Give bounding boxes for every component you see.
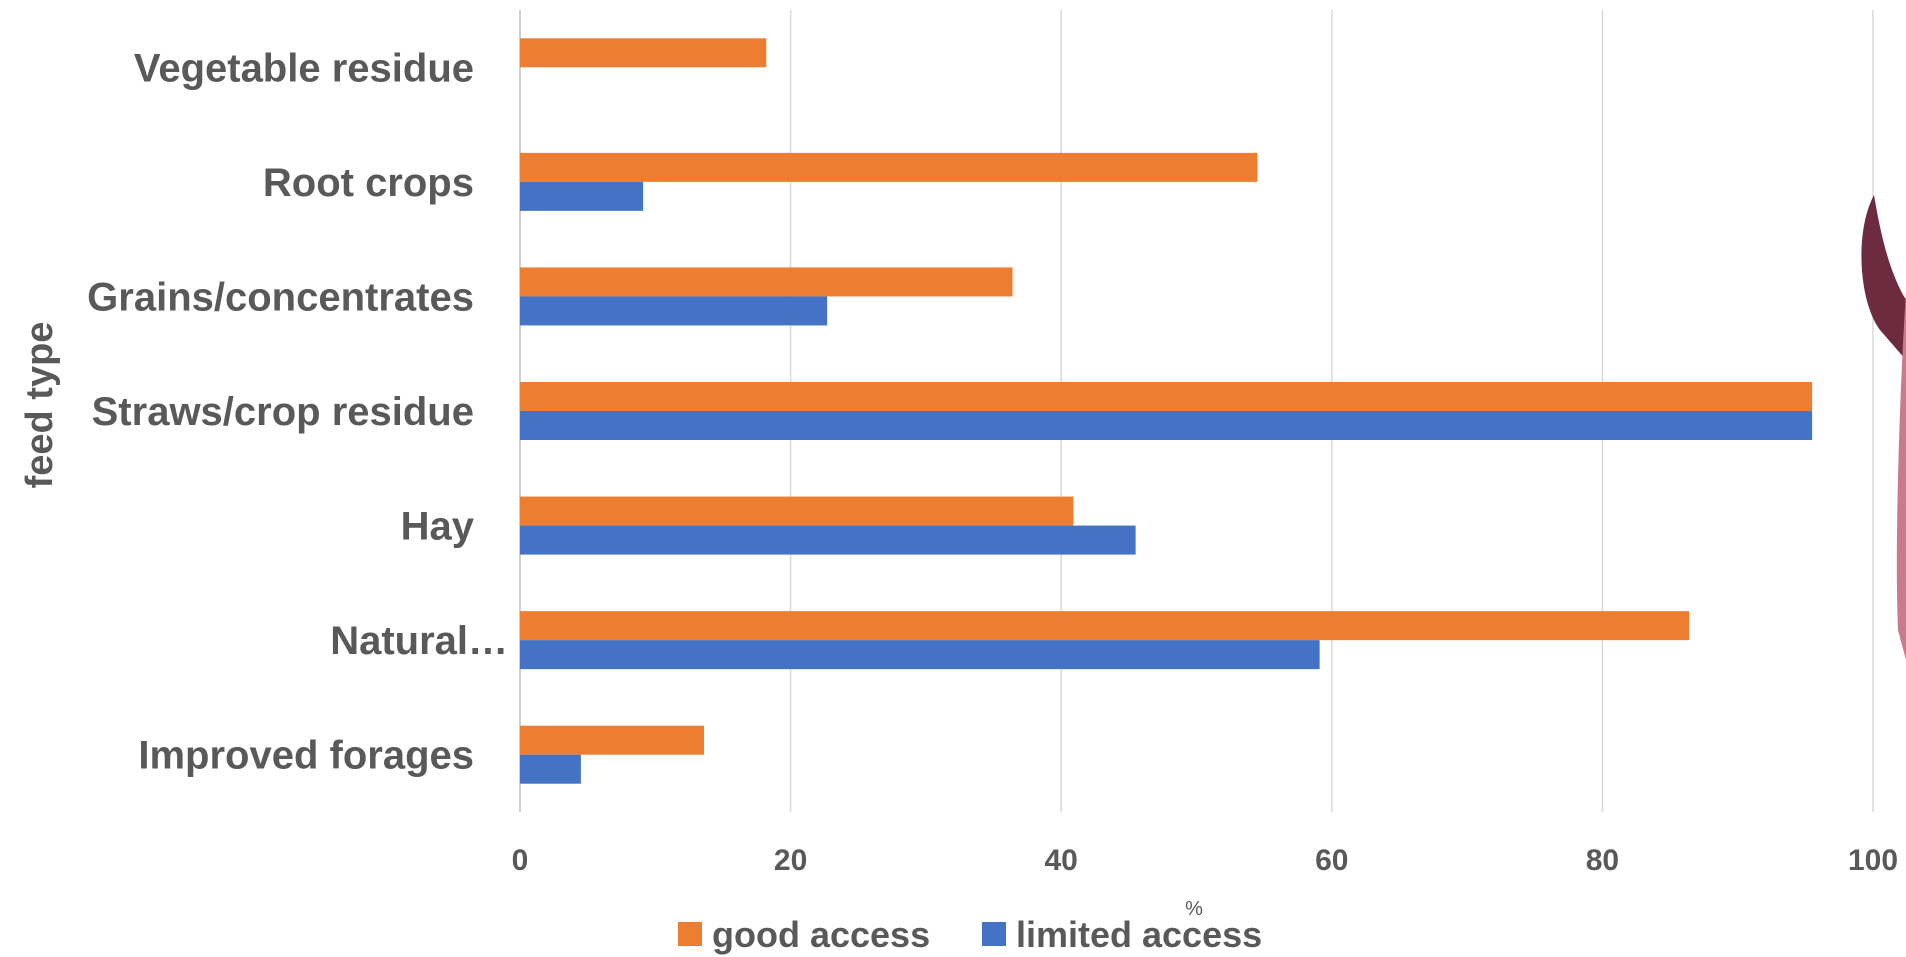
decorative-leaf-shape	[1861, 195, 1906, 660]
category-label-root-crops: Root crops	[263, 161, 474, 205]
bar-good-access-hay	[520, 496, 1074, 526]
legend-swatch-limited-access	[982, 922, 1006, 946]
bar-good-access-grains-concentrates	[520, 267, 1013, 297]
legend-label-good-access: good access	[712, 914, 930, 955]
category-label-grains-concentrates: Grains/concentrates	[87, 275, 474, 319]
category-label-straws-crop-residue: Straws/crop residue	[92, 390, 474, 434]
x-tick-label-60: 60	[1315, 844, 1348, 877]
bar-good-access-improved-forages	[520, 725, 705, 755]
x-tick-label-0: 0	[512, 844, 529, 877]
bar-limited-access-grains-concentrates	[520, 296, 828, 326]
bar-limited-access-natural	[520, 640, 1320, 670]
bar-good-access-vegetable-residue	[520, 38, 767, 68]
legend-swatch-good-access	[678, 922, 702, 946]
bar-limited-access-straws-crop-residue	[520, 411, 1813, 440]
legend-label-limited-access: limited access	[1016, 914, 1262, 955]
x-tick-label-40: 40	[1045, 844, 1078, 877]
bars	[520, 38, 1813, 784]
y-axis-title: feed type	[19, 322, 61, 489]
category-label-natural: Natural…	[330, 619, 508, 663]
x-tick-labels: 0 20 40 60 80 100	[512, 844, 1898, 877]
legend: good access limited access	[678, 914, 1262, 955]
x-axis-title: %	[1185, 898, 1203, 920]
x-tick-label-20: 20	[774, 844, 807, 877]
bar-good-access-natural	[520, 611, 1689, 641]
bar-good-access-root-crops	[520, 152, 1258, 182]
bar-limited-access-hay	[520, 525, 1136, 555]
category-label-hay: Hay	[401, 505, 475, 549]
category-label-improved-forages: Improved forages	[138, 734, 474, 778]
x-tick-label-100: 100	[1848, 844, 1898, 877]
x-tick-label-80: 80	[1586, 844, 1619, 877]
bar-good-access-straws-crop-residue	[520, 382, 1813, 411]
bar-limited-access-improved-forages	[520, 754, 581, 784]
bar-limited-access-root-crops	[520, 181, 644, 211]
category-labels: Vegetable residue Root crops Grains/concen…	[87, 46, 508, 777]
category-label-vegetable-residue: Vegetable residue	[134, 46, 474, 90]
